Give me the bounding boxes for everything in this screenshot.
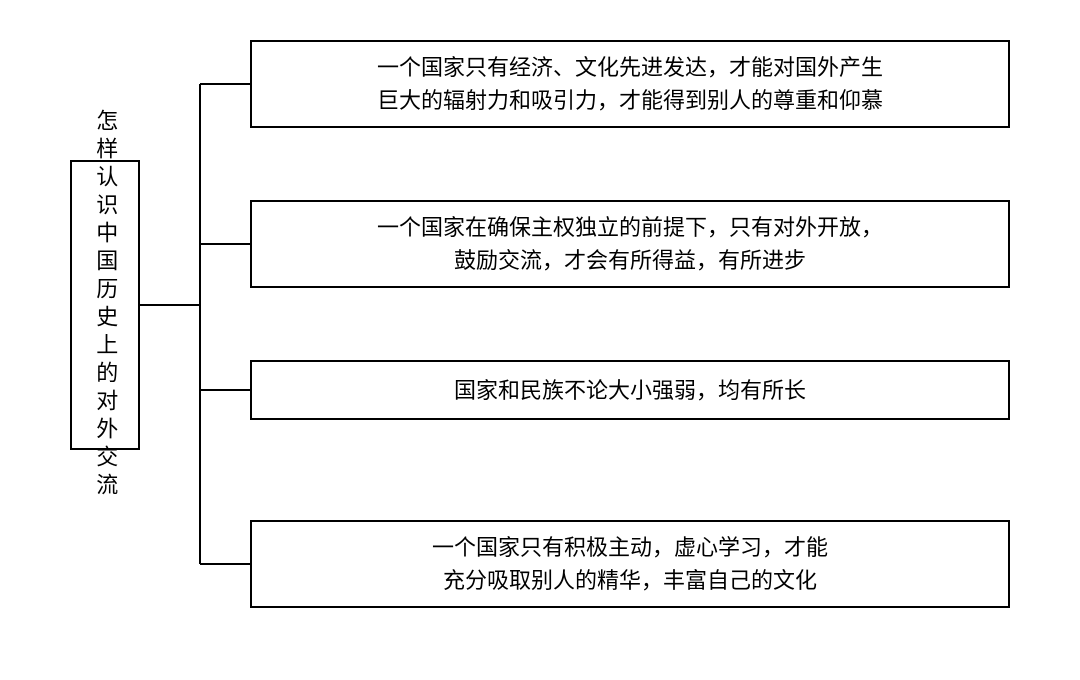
root-node: 怎样认识中国历史上的对外交流 — [70, 160, 140, 450]
child-2-line2: 鼓励交流，才会有所得益，有所进步 — [377, 244, 883, 277]
child-4-line2: 充分吸取别人的精华，丰富自己的文化 — [432, 564, 828, 597]
child-node-4: 一个国家只有积极主动，虚心学习，才能 充分吸取别人的精华，丰富自己的文化 — [250, 520, 1010, 608]
root-label: 怎样认识中国历史上的对外交流 — [91, 109, 120, 501]
child-1-line1: 一个国家只有经济、文化先进发达，才能对国外产生 — [377, 51, 883, 84]
child-3-line1: 国家和民族不论大小强弱，均有所长 — [454, 374, 806, 407]
child-node-2: 一个国家在确保主权独立的前提下，只有对外开放， 鼓励交流，才会有所得益，有所进步 — [250, 200, 1010, 288]
child-1-line2: 巨大的辐射力和吸引力，才能得到别人的尊重和仰慕 — [377, 84, 883, 117]
child-4-line1: 一个国家只有积极主动，虚心学习，才能 — [432, 531, 828, 564]
child-node-3: 国家和民族不论大小强弱，均有所长 — [250, 360, 1010, 420]
child-node-1: 一个国家只有经济、文化先进发达，才能对国外产生 巨大的辐射力和吸引力，才能得到别… — [250, 40, 1010, 128]
child-2-line1: 一个国家在确保主权独立的前提下，只有对外开放， — [377, 211, 883, 244]
